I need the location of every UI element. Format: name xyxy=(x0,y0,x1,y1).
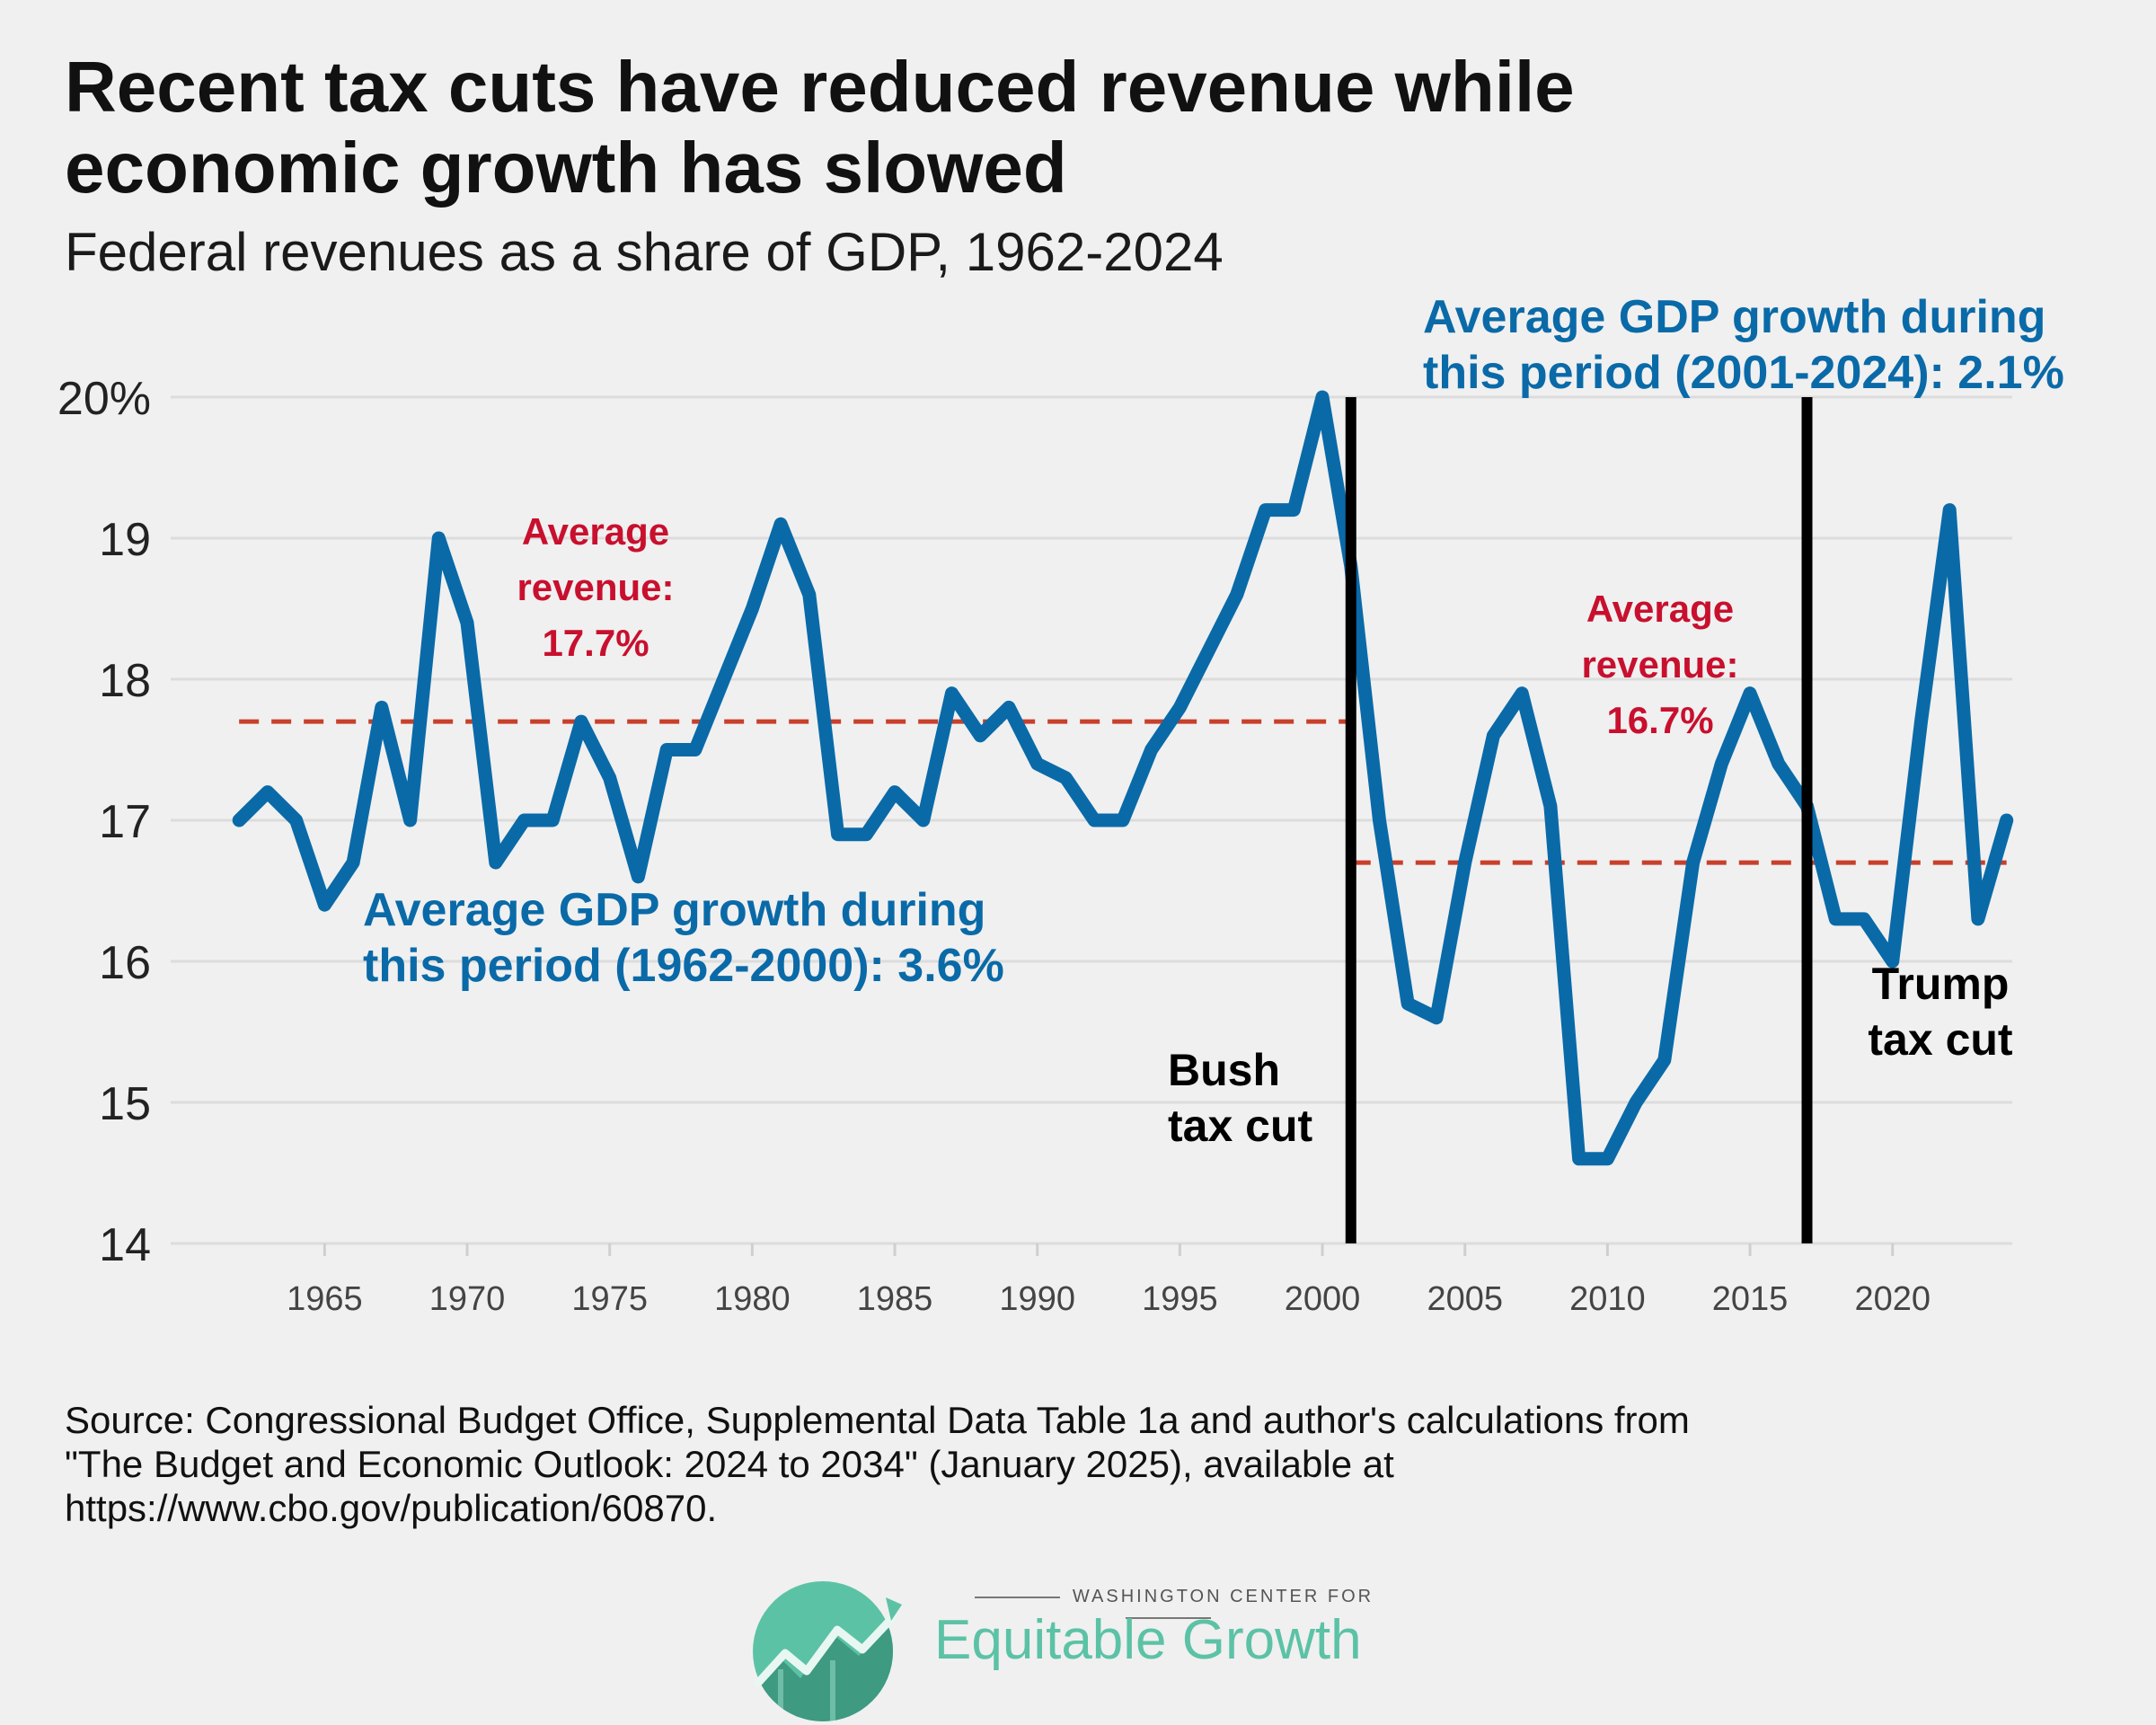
x-tick-label: 1970 xyxy=(429,1280,506,1318)
logo-organization-prefix: WASHINGTON CENTER FOR xyxy=(934,1587,1401,1628)
y-tick-label: 18 xyxy=(99,655,151,707)
tax-cut-lines xyxy=(1345,397,1813,1243)
chart-subtitle: Federal revenues as a share of GDP, 1962… xyxy=(65,222,1224,282)
x-tick-label: 2010 xyxy=(1569,1280,1646,1318)
average-revenue-annotation-2: Average revenue: 16.7% xyxy=(1581,588,1738,741)
y-tick-label: 19 xyxy=(99,514,151,566)
y-tick-label: 17 xyxy=(99,796,151,848)
x-tick-label: 2005 xyxy=(1427,1280,1503,1318)
chart-title-line-1: Recent tax cuts have reduced revenue whi… xyxy=(65,47,1575,127)
x-tick-label: 1975 xyxy=(571,1280,648,1318)
chart-title: Recent tax cuts have reduced revenue whi… xyxy=(65,47,2041,208)
x-tick-label: 2000 xyxy=(1285,1280,1361,1318)
trump-tax-cut-label: Trump tax cut xyxy=(1868,959,2013,1065)
source-line-1: Source: Congressional Budget Office, Sup… xyxy=(65,1399,1690,1441)
y-tick-label: 14 xyxy=(99,1219,151,1271)
y-tick-label: 20% xyxy=(57,373,151,425)
x-tick-label: 1980 xyxy=(714,1280,791,1318)
source-line-3: https://www.cbo.gov/publication/60870. xyxy=(65,1487,718,1529)
x-axis-ticks: 1965 1970 1975 1980 1985 1990 1995 2000 2005 2010… xyxy=(287,1243,1931,1318)
logo-organization-name: Equitable Growth xyxy=(934,1609,1362,1671)
y-tick-label: 16 xyxy=(99,937,151,989)
equitable-growth-logo-icon xyxy=(753,1581,902,1721)
average-revenue-annotation-1: Average revenue: 17.7% xyxy=(517,510,674,664)
revenue-line-chart: 14 15 16 17 18 19 20% 1965 1970 1975 1980 1985 1990… xyxy=(57,291,2064,1318)
source-line-2: "The Budget and Economic Outlook: 2024 t… xyxy=(65,1443,1394,1485)
x-tick-label: 1990 xyxy=(999,1280,1075,1318)
annotations: Average revenue: 17.7% Average revenue: 16.7%… xyxy=(363,291,2064,1151)
gdp-growth-annotation-2: Average GDP growth during this period (20… xyxy=(1423,291,2064,399)
gdp-growth-annotation-1: Average GDP growth during this period (19… xyxy=(363,884,1004,992)
x-tick-label: 1985 xyxy=(857,1280,933,1318)
x-tick-label: 2020 xyxy=(1854,1280,1931,1318)
revenue-series-line xyxy=(232,390,2014,1166)
x-tick-label: 1995 xyxy=(1142,1280,1218,1318)
bush-tax-cut-label: Bush tax cut xyxy=(1168,1045,1313,1151)
source-note: Source: Congressional Budget Office, Sup… xyxy=(65,1398,2095,1530)
chart-title-line-2: economic growth has slowed xyxy=(65,128,1067,208)
y-tick-label: 15 xyxy=(99,1078,151,1130)
y-axis-ticks: 14 15 16 17 18 19 20% xyxy=(57,373,151,1271)
x-tick-label: 1965 xyxy=(287,1280,363,1318)
x-tick-label: 2015 xyxy=(1712,1280,1789,1318)
series-layer xyxy=(232,390,2014,1166)
